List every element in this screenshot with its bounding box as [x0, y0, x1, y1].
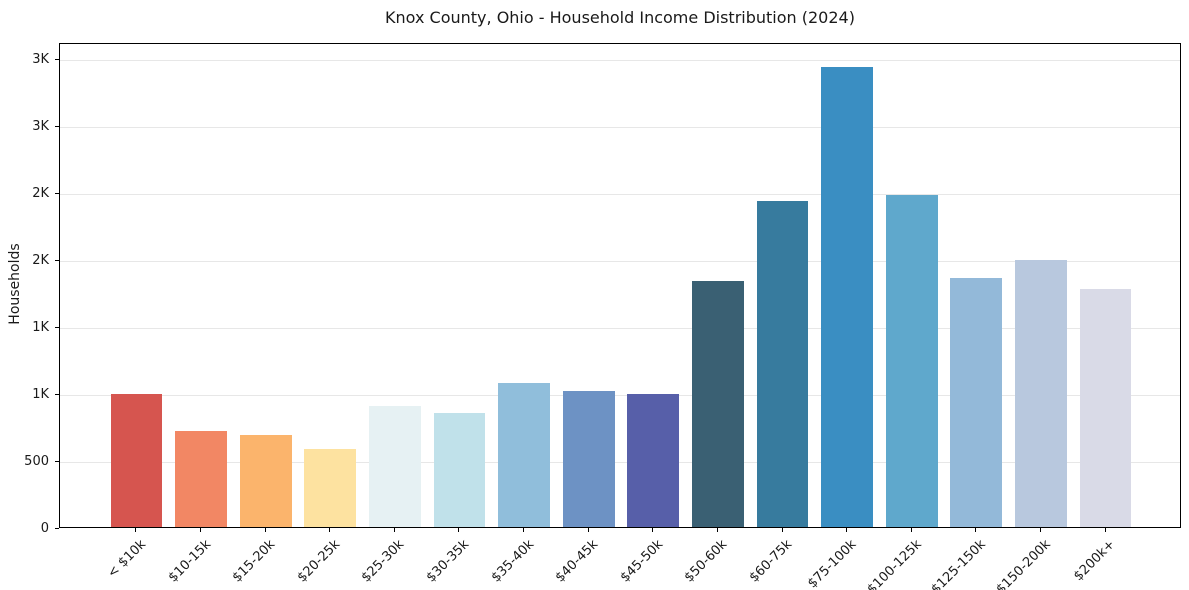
x-tick-label: $10-15k	[165, 537, 214, 586]
y-tick-mark	[55, 260, 59, 262]
y-tick-label: 3K	[32, 51, 49, 67]
bar	[756, 201, 809, 527]
y-tick-label: 500	[24, 453, 49, 469]
x-tick-mark	[135, 528, 137, 532]
y-tick-mark	[55, 528, 59, 529]
x-tick-label: $100-125k	[864, 537, 925, 590]
x-tick-label: $30-35k	[423, 537, 473, 586]
bar	[369, 406, 421, 527]
x-tick-mark	[846, 528, 848, 532]
bar	[175, 431, 227, 527]
bar	[1079, 288, 1132, 527]
y-tick-label: 1K	[32, 386, 49, 402]
x-tick-mark	[1039, 528, 1041, 532]
bar	[950, 278, 1003, 527]
gridline	[60, 327, 1180, 329]
y-tick-mark	[55, 193, 59, 195]
gridline	[60, 461, 1180, 463]
x-tick-label: $60-75k	[746, 537, 796, 586]
y-tick-label: 1K	[32, 319, 49, 335]
bar	[562, 391, 615, 527]
bar	[498, 382, 550, 527]
y-tick-label: 2K	[32, 252, 49, 268]
y-tick-mark	[55, 394, 59, 396]
bar	[885, 195, 938, 527]
x-tick-label: $35-40k	[488, 537, 537, 586]
y-axis-label: Households	[7, 243, 23, 325]
y-tick-mark	[55, 126, 59, 128]
x-tick-mark	[523, 528, 525, 532]
x-tick-label: $40-45k	[552, 537, 602, 586]
x-tick-mark	[393, 528, 395, 532]
x-tick-label: $125-150k	[928, 537, 989, 590]
x-tick-mark	[264, 528, 266, 532]
gridline	[60, 59, 1180, 61]
x-tick-label: $150-200k	[993, 537, 1054, 590]
y-tick-label: 2K	[32, 185, 49, 201]
x-tick-label: $45-50k	[617, 537, 666, 586]
x-tick-label: $25-30k	[359, 537, 408, 586]
bar	[692, 281, 744, 527]
x-tick-mark	[1104, 528, 1106, 532]
x-tick-mark	[587, 528, 589, 532]
gridline	[60, 394, 1180, 396]
bar	[1015, 259, 1067, 527]
bar	[304, 448, 357, 527]
chart-title: Knox County, Ohio - Household Income Dis…	[385, 8, 855, 27]
y-tick-mark	[55, 461, 59, 462]
bar	[433, 413, 486, 527]
gridline	[60, 193, 1180, 195]
y-tick-label: 3K	[32, 118, 49, 134]
y-tick-mark	[55, 59, 59, 61]
bar	[627, 394, 680, 527]
bar	[821, 67, 873, 527]
x-tick-mark	[975, 528, 977, 532]
x-tick-label: $20-25k	[294, 537, 343, 586]
y-tick-label: 0	[40, 520, 49, 536]
y-tick-mark	[55, 327, 59, 329]
x-tick-mark	[329, 528, 331, 532]
bar	[239, 434, 292, 527]
x-tick-label: < $10k	[105, 537, 150, 582]
x-tick-mark	[716, 528, 718, 532]
x-tick-mark	[910, 528, 912, 532]
gridline	[60, 126, 1180, 128]
x-tick-label: $200k+	[1071, 537, 1119, 585]
x-tick-mark	[200, 528, 202, 532]
bar	[110, 393, 163, 527]
x-tick-label: $50-60k	[682, 537, 731, 586]
x-tick-mark	[781, 528, 783, 532]
x-tick-mark	[652, 528, 654, 532]
x-tick-mark	[458, 528, 460, 532]
plot-area	[59, 43, 1181, 528]
gridline	[60, 260, 1180, 262]
x-tick-label: $75-100k	[805, 537, 860, 590]
x-tick-label: $15-20k	[229, 537, 279, 586]
